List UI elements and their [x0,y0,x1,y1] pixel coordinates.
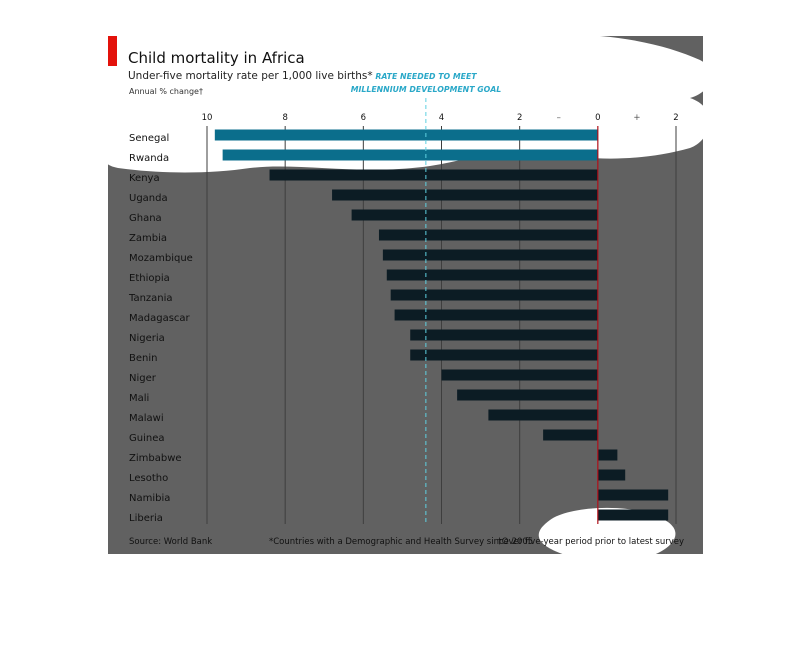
chart-title: Child mortality in Africa [128,49,305,67]
category-label-benin: Benin [129,353,157,364]
tick-label-2: 6 [361,113,366,123]
bar-niger [441,369,598,381]
bar-mozambique [382,249,598,261]
chart-subtitle: Under-five mortality rate per 1,000 live… [128,70,373,82]
category-label-niger: Niger [129,373,157,384]
category-label-rwanda: Rwanda [129,153,169,164]
category-label-mozambique: Mozambique [129,253,193,264]
bar-lesotho [597,469,626,481]
bars [214,129,669,521]
bar-tanzania [390,289,598,301]
category-label-guinea: Guinea [129,433,164,444]
bar-senegal [214,129,598,141]
axis-caption: Annual % change† [129,87,203,96]
category-label-zambia: Zambia [129,233,167,244]
bar-ghana [351,209,598,221]
category-label-kenya: Kenya [129,173,160,184]
category-label-lesotho: Lesotho [129,473,168,484]
footnote-surveys: *Countries with a Demographic and Health… [269,537,533,547]
bar-uganda [332,189,598,201]
goal-annotation-line1: RATE NEEDED TO MEET [375,72,477,81]
category-label-tanzania: Tanzania [128,293,173,304]
category-label-mali: Mali [129,393,149,404]
category-label-namibia: Namibia [129,493,170,504]
bar-ethiopia [386,269,598,281]
category-label-zimbabwe: Zimbabwe [129,453,182,464]
category-label-ethiopia: Ethiopia [129,273,170,284]
bar-kenya [269,169,598,181]
tick-label-0: 10 [202,113,213,123]
bar-mali [457,389,598,401]
tick-label-5: 0 [595,113,600,123]
goal-annotation-line2: MILLENNIUM DEVELOPMENT GOAL [351,85,502,94]
tick-label-3: 4 [439,113,444,123]
bar-madagascar [394,309,598,321]
tick-label-6: 2 [673,113,678,123]
bar-zambia [378,229,598,241]
bar-malawi [488,409,598,421]
tick-labels: 10 8 6 4 2 0 2 – + [202,113,679,123]
source-note: Source: World Bank [129,537,212,547]
tick-sign-minus: – [557,113,561,123]
bar-namibia [597,489,669,501]
category-label-uganda: Uganda [129,193,168,204]
footer-cloud [538,507,676,563]
bar-liberia [597,509,669,521]
footnote-period: †Over five-year period prior to latest s… [498,537,684,547]
bar-nigeria [410,329,598,341]
bar-benin [410,349,598,361]
category-label-nigeria: Nigeria [129,333,165,344]
category-label-madagascar: Madagascar [129,313,191,324]
bar-guinea [543,429,598,441]
bar-zimbabwe [597,449,618,461]
bar-rwanda [222,149,598,161]
tick-label-4: 2 [517,113,522,123]
tick-label-1: 8 [282,113,287,123]
reference-lines [425,98,599,524]
tick-sign-plus: + [633,113,640,123]
category-label-malawi: Malawi [129,413,164,424]
accent-stripe [108,36,117,66]
category-label-liberia: Liberia [129,513,163,524]
category-label-senegal: Senegal [129,133,169,144]
category-label-ghana: Ghana [129,213,162,224]
category-labels: Senegal Rwanda Kenya Uganda Ghana Zambia Mozam… [128,133,193,524]
